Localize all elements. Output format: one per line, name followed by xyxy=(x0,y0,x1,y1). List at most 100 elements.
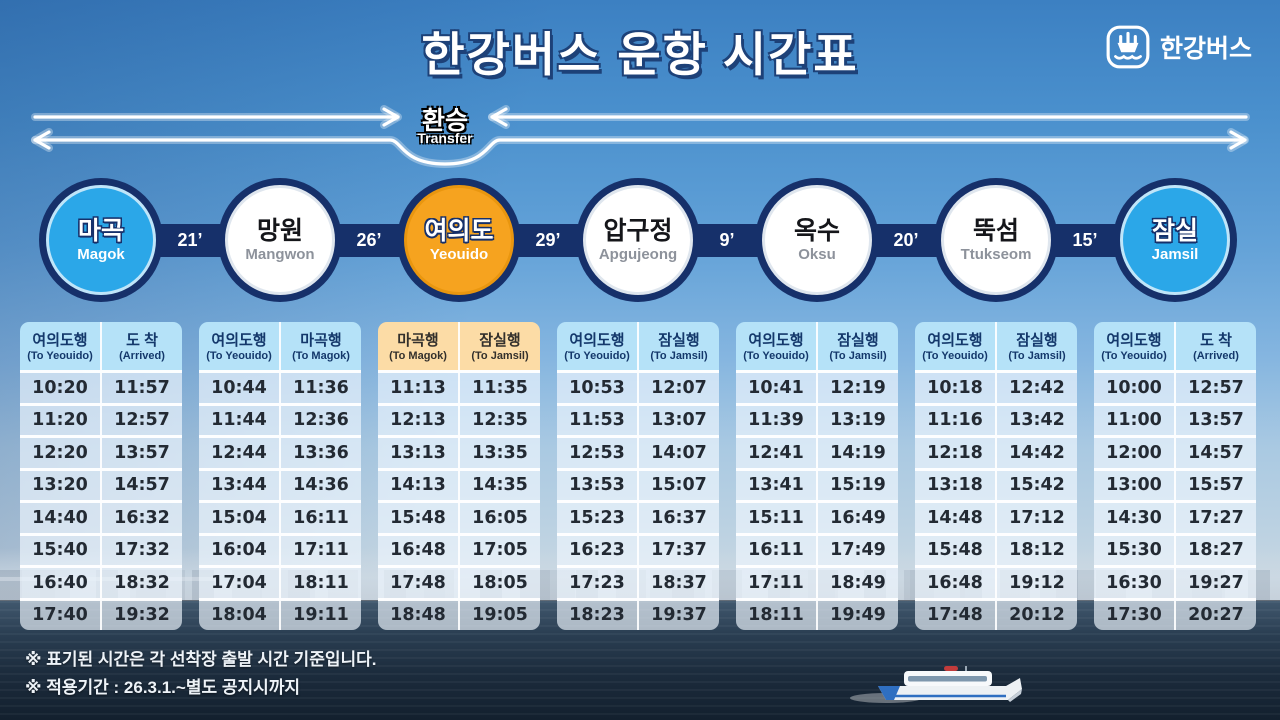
leg-time: 21’ xyxy=(177,230,203,250)
transfer-label-ko: 환승 xyxy=(421,107,469,135)
time-cell: 16:23 xyxy=(569,540,625,561)
time-cell: 17:30 xyxy=(1106,605,1162,626)
time-cell: 20:12 xyxy=(995,600,1077,630)
timetable-row: 11:20 12:57 xyxy=(20,402,182,435)
time-cell: 13:07 xyxy=(637,405,719,435)
station: 마곡 Magok xyxy=(49,188,153,292)
time-cell: 15:11 xyxy=(748,507,804,528)
timetable-row: 15:23 16:37 xyxy=(557,500,719,533)
time-cell: 17:27 xyxy=(1174,503,1256,533)
time-cell: 17:48 xyxy=(390,572,446,593)
time-cell: 11:35 xyxy=(458,373,540,403)
timetable-row: 16:04 17:11 xyxy=(199,532,361,565)
time-cell: 11:20 xyxy=(32,410,88,431)
timetable-row: 17:04 18:11 xyxy=(199,565,361,598)
time-cell: 13:57 xyxy=(1174,405,1256,435)
time-cell: 18:12 xyxy=(995,535,1077,565)
time-cell: 14:48 xyxy=(927,507,983,528)
time-cell: 16:48 xyxy=(390,540,446,561)
time-cell: 18:05 xyxy=(458,568,540,598)
time-cell: 14:57 xyxy=(100,470,182,500)
time-cell: 14:57 xyxy=(1174,438,1256,468)
time-cell: 18:37 xyxy=(637,568,719,598)
time-cell: 14:36 xyxy=(279,470,361,500)
timetable: 여의도행 (To Yeouido) 도 착 (Arrived) 10:00 12:57 11… xyxy=(1094,322,1256,630)
station: 여의도 Yeouido xyxy=(407,188,511,292)
time-cell: 10:20 xyxy=(32,377,88,398)
timetable-row: 11:13 11:35 xyxy=(378,370,540,403)
timetable-row: 16:48 17:05 xyxy=(378,532,540,565)
timetable-row: 15:04 16:11 xyxy=(199,500,361,533)
timetable: 여의도행 (To Yeouido) 도 착 (Arrived) 10:20 11:57 11… xyxy=(20,322,182,630)
ferry-boat xyxy=(850,666,1022,703)
column-header: 도 착 (Arrived) xyxy=(100,322,182,370)
note-line: ※ 표기된 시간은 각 선착장 출발 시간 기준입니다. xyxy=(25,650,377,669)
timetable-row: 17:48 18:05 xyxy=(378,565,540,598)
time-cell: 15:23 xyxy=(569,507,625,528)
station-name-ko: 마곡 xyxy=(77,216,124,245)
time-cell: 10:53 xyxy=(569,377,625,398)
timetable-row: 14:48 17:12 xyxy=(915,500,1077,533)
timetable-row: 17:11 18:49 xyxy=(736,565,898,598)
time-cell: 16:11 xyxy=(279,503,361,533)
station-name-ko: 망원 xyxy=(256,216,303,245)
station-name-en: Oksu xyxy=(798,245,836,263)
time-cell: 19:05 xyxy=(458,600,540,630)
time-cell: 16:49 xyxy=(816,503,898,533)
timetable-row: 11:39 13:19 xyxy=(736,402,898,435)
time-cell: 17:48 xyxy=(927,605,983,626)
time-cell: 16:30 xyxy=(1106,572,1162,593)
time-cell: 16:32 xyxy=(100,503,182,533)
timetable-row: 15:11 16:49 xyxy=(736,500,898,533)
time-cell: 15:48 xyxy=(390,507,446,528)
transfer-arrows xyxy=(0,100,1280,178)
time-cell: 11:16 xyxy=(927,410,983,431)
timetable-row: 18:48 19:05 xyxy=(378,597,540,630)
column-header: 여의도행 (To Yeouido) xyxy=(206,331,272,362)
station: 망원 Mangwon xyxy=(228,188,332,292)
time-cell: 17:11 xyxy=(279,535,361,565)
time-cell: 13:53 xyxy=(569,475,625,496)
time-cell: 15:30 xyxy=(1106,540,1162,561)
station-name-ko: 옥수 xyxy=(793,216,840,245)
time-cell: 15:40 xyxy=(32,540,88,561)
station-name-en: Yeouido xyxy=(429,245,489,263)
column-header: 마곡행 (To Magok) xyxy=(389,331,447,362)
time-cell: 17:49 xyxy=(816,535,898,565)
time-cell: 19:49 xyxy=(816,600,898,630)
timetable-row: 12:44 13:36 xyxy=(199,435,361,468)
timetable-row: 18:04 19:11 xyxy=(199,597,361,630)
time-cell: 12:18 xyxy=(927,442,983,463)
timetable-row: 12:13 12:35 xyxy=(378,402,540,435)
time-cell: 15:19 xyxy=(816,470,898,500)
leg-time: 29’ xyxy=(535,230,561,250)
leg-time: 15’ xyxy=(1072,230,1098,250)
time-cell: 17:11 xyxy=(748,572,804,593)
timetable: 여의도행 (To Yeouido) 마곡행 (To Magok) 10:44 11:36 1… xyxy=(199,322,361,630)
timetable-row: 15:48 16:05 xyxy=(378,500,540,533)
time-cell: 10:00 xyxy=(1106,377,1162,398)
time-cell: 19:11 xyxy=(279,600,361,630)
time-cell: 14:40 xyxy=(32,507,88,528)
time-cell: 12:53 xyxy=(569,442,625,463)
time-cell: 10:18 xyxy=(927,377,983,398)
timetable: 여의도행 (To Yeouido) 잠실행 (To Jamsil) 10:41 12:19… xyxy=(736,322,898,630)
timetable-row: 11:16 13:42 xyxy=(915,402,1077,435)
leg-time: 20’ xyxy=(893,230,919,250)
timetable-row: 10:20 11:57 xyxy=(20,370,182,403)
page-title: 한강버스 운항 시간표 xyxy=(421,28,859,81)
time-cell: 17:40 xyxy=(32,605,88,626)
timetable-row: 17:48 20:12 xyxy=(915,597,1077,630)
column-header: 여의도행 (To Yeouido) xyxy=(1101,331,1167,362)
station-name-en: Jamsil xyxy=(1151,245,1199,263)
timetable-row: 18:23 19:37 xyxy=(557,597,719,630)
time-cell: 12:13 xyxy=(390,410,446,431)
column-header: 잠실행 (To Jamsil) xyxy=(637,322,719,370)
time-cell: 12:35 xyxy=(458,405,540,435)
column-header: 여의도행 (To Yeouido) xyxy=(743,331,809,362)
time-cell: 18:11 xyxy=(748,605,804,626)
time-cell: 20:27 xyxy=(1174,600,1256,630)
time-cell: 12:44 xyxy=(211,442,267,463)
time-cell: 15:48 xyxy=(927,540,983,561)
time-cell: 12:36 xyxy=(279,405,361,435)
